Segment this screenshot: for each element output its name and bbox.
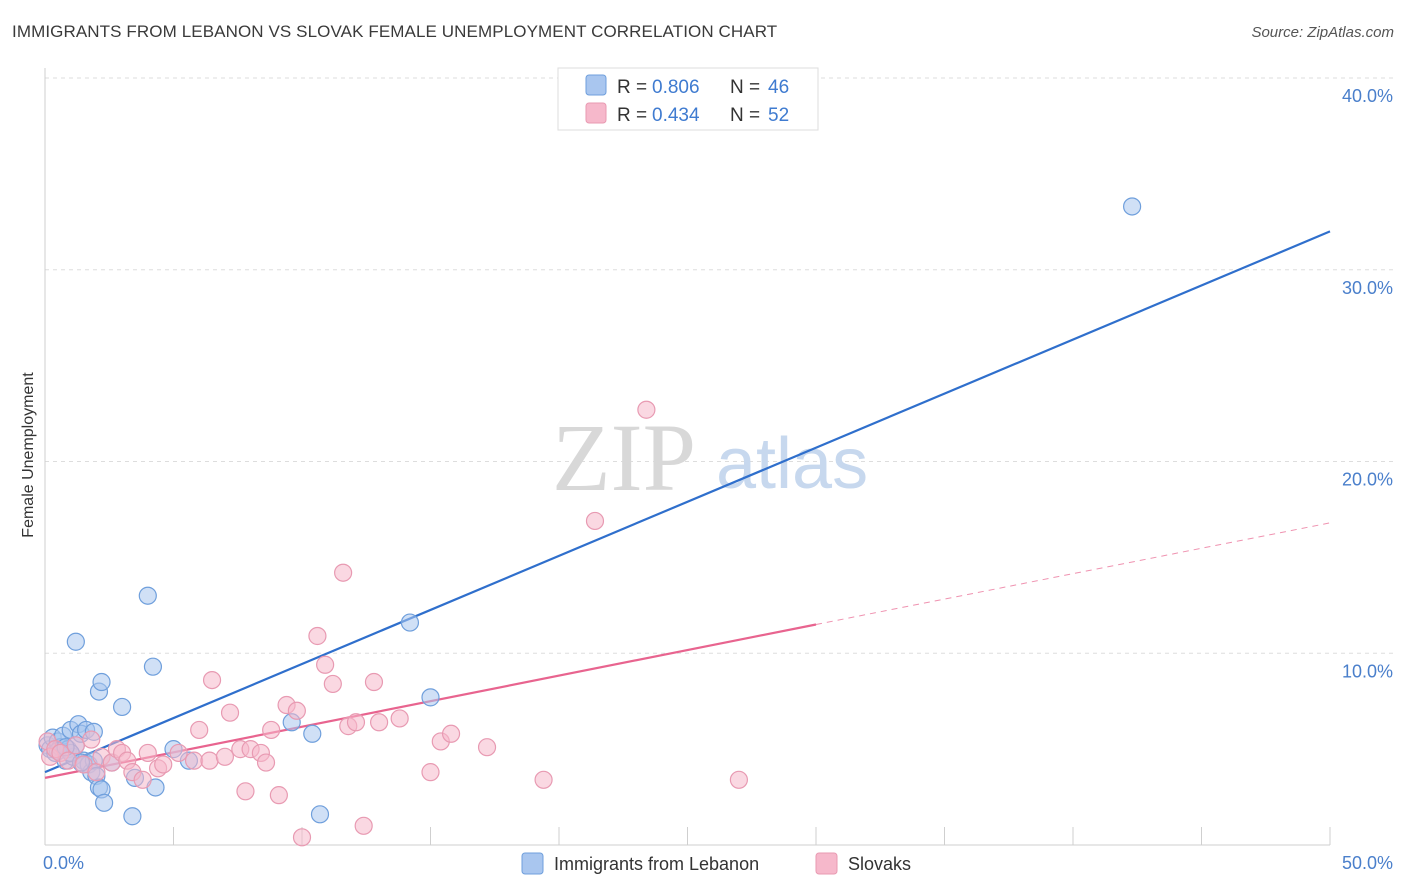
- slovak-point-49: [477, 738, 497, 757]
- lebanon-point-23: [66, 632, 85, 651]
- slovak-point-35: [292, 828, 312, 847]
- legend-n-label-pink: N =: [730, 105, 760, 126]
- slovak-point-31: [262, 720, 281, 740]
- legend-swatch-blue: [585, 74, 607, 96]
- lebanon-point-25: [92, 672, 111, 692]
- y-tick-label-3: 40.0%: [1342, 86, 1393, 106]
- legend-r-value-pink: 0.434: [652, 105, 700, 126]
- data-points: [38, 197, 1142, 847]
- slovak-point-20: [184, 751, 204, 770]
- chart-title: IMMIGRANTS FROM LEBANON VS SLOVAK FEMALE…: [12, 22, 778, 41]
- slovak-point-25: [220, 703, 240, 722]
- watermark: ZIP atlas: [552, 404, 868, 511]
- lebanon-point-38: [421, 688, 440, 707]
- y-tick-label-2: 30.0%: [1342, 278, 1393, 298]
- slovak-point-44: [370, 713, 389, 732]
- slovak-point-34: [287, 701, 306, 720]
- lebanon-point-27: [123, 807, 142, 826]
- slovak-point-38: [323, 674, 342, 694]
- bottom-legend-label-lebanon: Immigrants from Lebanon: [554, 854, 759, 874]
- slovak-point-46: [421, 763, 440, 782]
- lebanon-point-39: [1123, 197, 1142, 216]
- slovak-point-52: [637, 400, 656, 419]
- slovak-point-30: [256, 753, 276, 772]
- slovak-point-5: [66, 736, 85, 755]
- bottom-legend: Immigrants from Lebanon Slovaks: [521, 852, 911, 875]
- slovak-point-24: [215, 747, 234, 766]
- x-tick-labels: 0.0% 50.0%: [43, 853, 1393, 873]
- slovak-point-37: [316, 655, 335, 674]
- watermark-zip: ZIP: [552, 404, 696, 511]
- slovak-point-50: [534, 770, 553, 789]
- legend-n-label-blue: N =: [730, 77, 760, 98]
- slovak-point-36: [308, 626, 327, 646]
- slovak-point-15: [133, 770, 152, 789]
- legend-n-value-pink: 52: [768, 105, 789, 126]
- lebanon-point-29: [138, 586, 157, 605]
- legend-r-label-blue: R =: [617, 77, 647, 98]
- slovak-point-7: [82, 730, 101, 749]
- slovak-point-19: [169, 743, 188, 763]
- slovak-point-42: [354, 816, 373, 835]
- lebanon-point-26: [112, 697, 132, 717]
- lebanon-point-36: [310, 805, 330, 824]
- legend-swatch-pink: [585, 102, 607, 124]
- bottom-legend-swatch-slovaks: [815, 852, 838, 875]
- slovak-point-22: [200, 751, 219, 770]
- lebanon-trend-line: [44, 230, 1331, 774]
- legend-r-value-blue: 0.806: [652, 77, 700, 98]
- lebanon-point-37: [400, 613, 420, 632]
- gridlines: [45, 77, 1395, 654]
- slovak-trend-line-extension: [815, 522, 1331, 625]
- slovak-point-27: [236, 782, 255, 801]
- y-tick-label-1: 20.0%: [1342, 470, 1393, 490]
- y-tick-labels: 10.0% 20.0% 30.0% 40.0%: [1342, 86, 1393, 681]
- y-axis-label: Female Unemployment: [20, 372, 37, 538]
- slovak-point-39: [334, 563, 353, 582]
- slovak-point-48: [441, 724, 461, 743]
- slovak-point-23: [202, 670, 222, 690]
- x-tick-label-1: 50.0%: [1342, 853, 1393, 873]
- y-tick-label-0: 10.0%: [1342, 661, 1393, 681]
- slovak-point-16: [138, 743, 157, 763]
- lebanon-point-35: [303, 724, 322, 743]
- x-tick-label-0: 0.0%: [43, 853, 84, 873]
- lebanon-point-30: [143, 657, 163, 676]
- legend-n-value-blue: 46: [768, 77, 789, 98]
- legend: R = 0.806 N = 46 R = 0.434 N = 52: [557, 67, 819, 131]
- bottom-legend-swatch-lebanon: [521, 852, 544, 875]
- slovak-point-18: [154, 755, 173, 774]
- bottom-legend-label-slovaks: Slovaks: [848, 854, 911, 874]
- slovak-point-4: [59, 751, 78, 770]
- slovak-point-41: [346, 713, 366, 732]
- slovak-point-8: [87, 763, 106, 782]
- slovak-point-32: [269, 786, 288, 805]
- legend-r-label-pink: R =: [617, 105, 647, 126]
- source-credit: Source: ZipAtlas.com: [1251, 24, 1394, 41]
- slovak-point-43: [364, 672, 384, 692]
- slovak-point-45: [390, 709, 409, 728]
- slovak-point-53: [729, 770, 749, 789]
- slovak-point-21: [190, 720, 209, 740]
- lebanon-point-22: [95, 793, 114, 812]
- slovak-point-51: [585, 511, 605, 531]
